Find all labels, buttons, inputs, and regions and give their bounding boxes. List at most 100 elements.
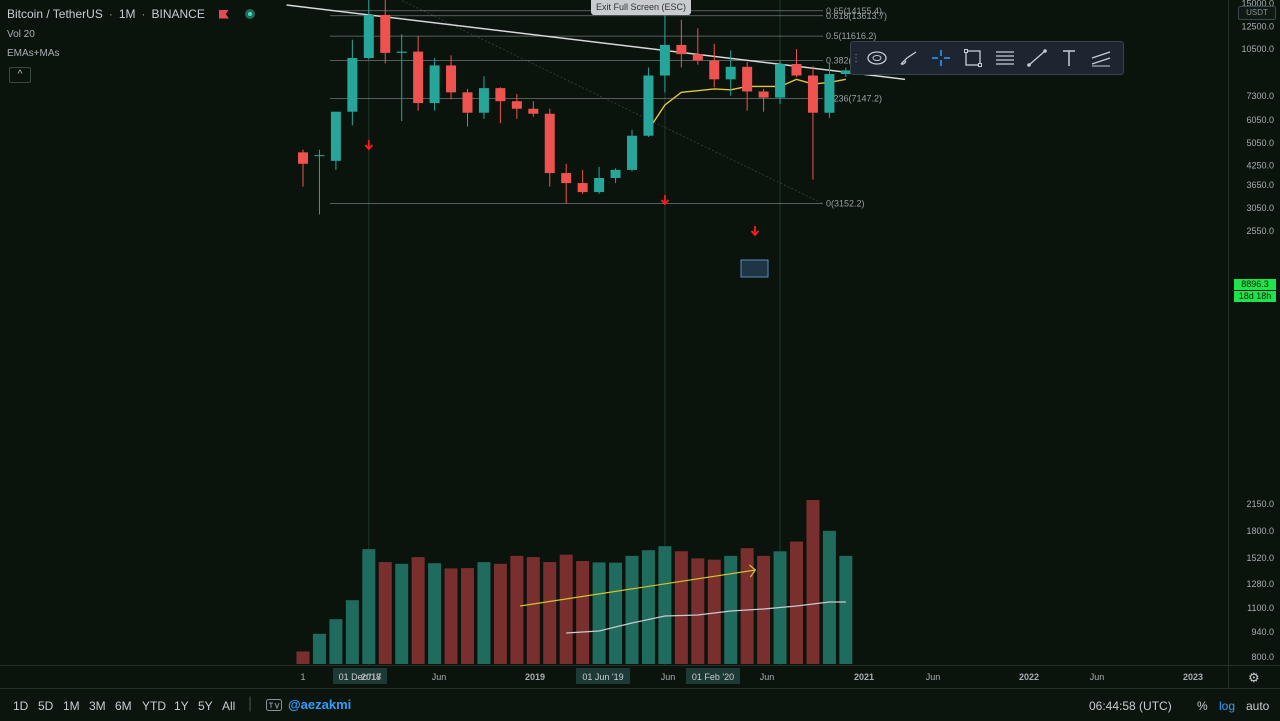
timeframe-1m[interactable]: 1M <box>63 699 80 713</box>
author-name[interactable]: @aezakmi <box>288 697 352 712</box>
candle-body <box>775 64 786 98</box>
timeframe-6m[interactable]: 6M <box>115 699 132 713</box>
volume-bar <box>526 557 540 664</box>
exchange-label: BINANCE <box>151 7 205 21</box>
volume-bar <box>691 558 705 664</box>
down-arrow-icon <box>660 195 670 206</box>
candle-body <box>380 14 391 53</box>
fib-level-label: 0.5(11616.2) <box>826 31 876 41</box>
volume-bar <box>641 550 655 664</box>
volume-bar <box>395 563 409 664</box>
volume-bar <box>378 562 392 664</box>
divider: | <box>248 695 253 712</box>
interval-label: 1M <box>118 7 136 21</box>
candle-body <box>511 101 522 109</box>
volume-bar <box>576 560 590 664</box>
toolbar-grip-icon[interactable]: ⋮ <box>851 52 861 64</box>
price-chart[interactable]: 54000.046000.038000.032000.026000.022000… <box>0 0 1280 688</box>
candle-body <box>577 183 588 193</box>
lasso-icon[interactable] <box>861 42 893 74</box>
selection-box <box>740 259 769 278</box>
candle-body <box>676 44 687 55</box>
volume-bar <box>757 555 771 664</box>
volume-bar <box>345 600 359 664</box>
volume-bar <box>329 619 343 664</box>
candle-body <box>330 111 341 161</box>
ma-legend[interactable]: EMAs+MAs <box>7 48 60 59</box>
fib-level-label: 0.65(14155.4) <box>826 6 882 16</box>
volume-bar <box>806 500 820 664</box>
time-axis-label: 01 Jun '19 <box>582 672 623 682</box>
collapse-legend-button[interactable]: ^ <box>9 67 31 83</box>
price-axis-label: 5050.0 <box>1246 138 1274 148</box>
fib-level-label: 0(3152.2) <box>826 199 865 209</box>
timeframe-1d[interactable]: 1D <box>13 699 29 713</box>
fib-lines-icon[interactable] <box>989 42 1021 74</box>
time-axis-highlight <box>333 668 387 684</box>
candle-body <box>840 70 851 75</box>
timeframe-all[interactable]: All <box>222 699 236 713</box>
timeframe-5d[interactable]: 5D <box>38 699 54 713</box>
brush-icon[interactable] <box>893 42 925 74</box>
candle-body <box>659 44 670 76</box>
price-axis-label: 4250.0 <box>1246 160 1274 170</box>
timeframe-1y[interactable]: 1Y <box>174 699 189 713</box>
time-axis-label: 01 Dec '17 <box>339 672 382 682</box>
channel-icon[interactable] <box>1085 42 1117 74</box>
candle-body <box>298 152 308 164</box>
volume-bar <box>658 546 672 664</box>
text-icon[interactable] <box>1053 42 1085 74</box>
percent-scale-toggle[interactable]: % <box>1197 699 1208 713</box>
candle-body <box>758 91 769 98</box>
timeframe-3m[interactable]: 3M <box>89 699 106 713</box>
author-link[interactable]: @aezakmi <box>266 697 351 712</box>
volume-ma-line <box>566 601 846 634</box>
settings-gear-icon[interactable]: ⚙ <box>1248 670 1260 685</box>
time-axis-label: 2019 <box>525 672 545 682</box>
time-axis-label: Jun <box>661 672 676 682</box>
timeframe-5y[interactable]: 5Y <box>198 699 213 713</box>
price-axis-label: 1520.0 <box>1246 553 1274 563</box>
symbol-legend: Bitcoin / TetherUS · 1M · BINANCE <box>7 7 255 21</box>
candle-body <box>528 108 539 114</box>
utc-clock[interactable]: 06:44:58 (UTC) <box>1089 699 1172 713</box>
volume-bar <box>625 555 639 664</box>
crosshair-icon[interactable] <box>925 42 957 74</box>
fib-level-label: 0.236(7147.2) <box>826 94 882 104</box>
volume-bar <box>839 555 853 664</box>
volume-bar <box>477 562 491 664</box>
price-axis-label: 12500.0 <box>1241 22 1274 32</box>
currency-label[interactable]: USDT <box>1238 6 1276 20</box>
candle-body <box>314 155 325 157</box>
time-axis-label: Jun <box>432 672 447 682</box>
candle-body <box>561 173 572 184</box>
market-status-icon <box>244 9 255 19</box>
time-axis-label: 2021 <box>854 672 874 682</box>
resistance-trendline <box>286 4 906 81</box>
candle-body <box>495 88 506 102</box>
trend-line-icon[interactable] <box>1021 42 1053 74</box>
time-axis-label: Jun <box>1090 672 1105 682</box>
candle-body <box>742 66 753 92</box>
log-scale-toggle[interactable]: log <box>1219 699 1236 713</box>
price-axis-label: 1100.0 <box>1247 603 1274 613</box>
price-axis-label: 15000.0 <box>1241 0 1274 8</box>
candle-body <box>610 169 621 178</box>
candle-body <box>429 65 440 104</box>
timeframe-ytd[interactable]: YTD <box>142 699 166 713</box>
volume-bar <box>428 563 442 664</box>
candle-body <box>824 74 835 113</box>
volume-legend[interactable]: Vol 20 <box>7 29 35 40</box>
volume-bar <box>724 555 738 664</box>
auto-scale-toggle[interactable]: auto <box>1246 699 1270 713</box>
price-axis-label: 3650.0 <box>1246 180 1274 190</box>
rectangle-icon[interactable] <box>957 42 989 74</box>
time-axis-label: 2022 <box>1019 672 1039 682</box>
flag-icon[interactable] <box>218 9 229 19</box>
fib-level-label: 0.618(13613.7) <box>826 11 887 21</box>
volume-bar <box>740 548 754 664</box>
candle-body <box>627 135 637 170</box>
candle-body <box>594 177 605 193</box>
price-axis-label: 10500.0 <box>1241 44 1274 54</box>
exit-fullscreen-button[interactable]: Exit Full Screen (ESC) <box>591 0 692 15</box>
